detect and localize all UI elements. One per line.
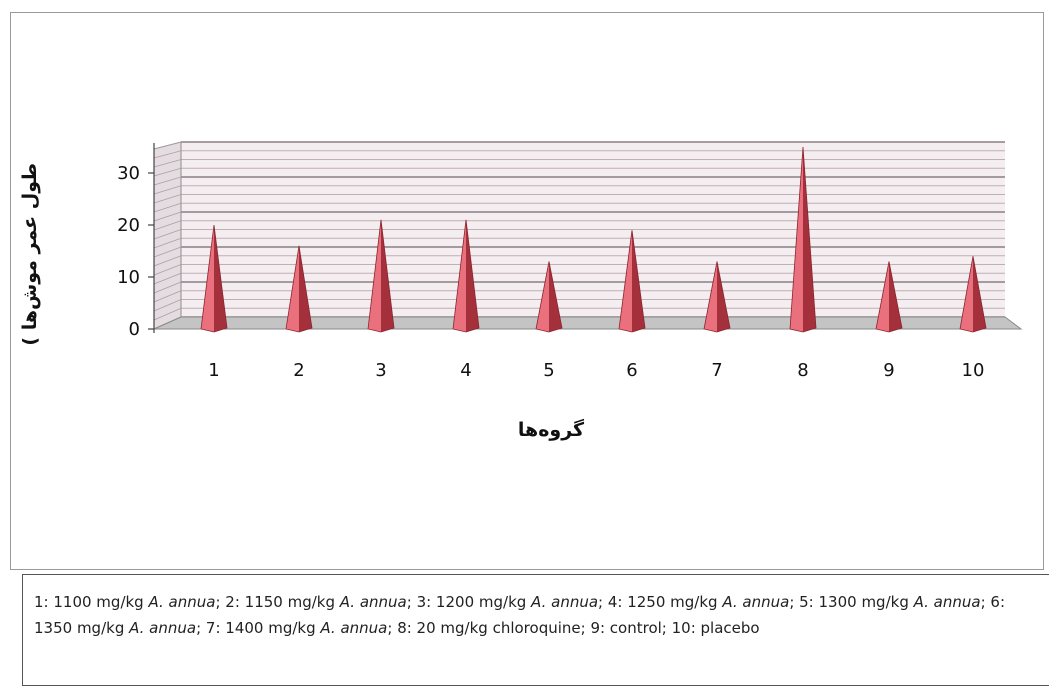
side-gridline <box>153 290 182 303</box>
cone-outline <box>200 224 228 333</box>
side-gridline <box>153 237 182 249</box>
cone-outline <box>452 219 480 333</box>
caption-text: ; 7: 1400 mg/kg <box>196 619 321 637</box>
side-gridline <box>153 194 182 204</box>
side-gridline <box>153 150 182 159</box>
caption-text: ; 2: 1150 mg/kg <box>215 593 340 611</box>
side-gridline <box>153 167 182 177</box>
caption-text: ; 6: 1350 mg/kg <box>34 593 1006 637</box>
y-tick-label: 10 <box>117 267 140 288</box>
x-tick-label: 1 <box>208 360 219 381</box>
cone-outline <box>285 245 313 333</box>
side-gridline <box>153 299 182 312</box>
x-axis-label: گروه‌ها <box>517 419 585 441</box>
side-gridline <box>153 141 182 150</box>
side-gridline <box>153 307 182 321</box>
caption-species: A. annua <box>913 593 981 611</box>
cone-bar <box>535 261 563 333</box>
side-gridline <box>153 229 182 240</box>
cone-outline <box>789 146 817 333</box>
figure-caption: 1: 1100 mg/kg A. annua; 2: 1150 mg/kg A.… <box>22 574 1049 686</box>
y-tick-label: 30 <box>117 163 140 184</box>
cone-bar <box>789 146 817 333</box>
cone-outline <box>959 256 987 333</box>
x-tick-label: 5 <box>543 360 554 381</box>
x-tick-label: 4 <box>460 360 471 381</box>
side-gridline <box>153 211 182 222</box>
side-gridline <box>153 272 182 285</box>
caption-species: A. annua <box>531 593 599 611</box>
side-gridline <box>153 264 182 276</box>
cone-outline <box>703 261 731 333</box>
side-gridline <box>153 185 182 195</box>
cone-bar <box>959 256 987 333</box>
y-axis-label: طول عمر موش‌ها ) <box>19 163 41 346</box>
side-gridline <box>153 176 182 186</box>
chart-plot: 0 10 20 30 1 2 3 4 5 6 7 8 9 10 <box>117 141 1023 381</box>
cone-bar <box>367 219 395 333</box>
side-gridline <box>153 281 182 294</box>
cone-bar <box>703 261 731 333</box>
side-gridline <box>153 220 182 231</box>
y-tick-label: 20 <box>117 215 140 236</box>
caption-text: ; 8: 20 mg/kg chloroquine; 9: control; 1… <box>387 619 760 637</box>
caption-species: A. annua <box>722 593 790 611</box>
side-gridline <box>153 255 182 267</box>
cone-bar <box>875 261 903 333</box>
x-tick-label: 2 <box>293 360 304 381</box>
x-tick-label: 10 <box>962 360 985 381</box>
x-tick-label: 8 <box>797 360 808 381</box>
caption-species: A. annua <box>148 593 216 611</box>
cone-bar <box>200 224 228 333</box>
chart-frame: 0 10 20 30 1 2 3 4 5 6 7 8 9 10 طول عمر موش‌ها ) گروه… <box>10 12 1044 570</box>
cone-bar <box>285 245 313 333</box>
cone-outline <box>535 261 563 333</box>
side-gridline <box>153 246 182 258</box>
side-gridline <box>153 159 182 168</box>
caption-text: ; 4: 1250 mg/kg <box>598 593 723 611</box>
caption-text: ; 5: 1300 mg/kg <box>789 593 914 611</box>
caption-species: A. annua <box>320 619 388 637</box>
caption-text: 1: 1100 mg/kg <box>34 593 149 611</box>
x-tick-label: 3 <box>375 360 386 381</box>
cone-outline <box>875 261 903 333</box>
caption-text: ; 3: 1200 mg/kg <box>406 593 532 611</box>
cone-bar <box>618 230 646 333</box>
x-tick-label: 9 <box>883 360 894 381</box>
caption-species: A. annua <box>339 593 407 611</box>
side-gridline <box>153 202 182 213</box>
cone-outline <box>618 230 646 333</box>
cone-bar <box>452 219 480 333</box>
x-tick-label: 7 <box>711 360 722 381</box>
caption-species: A. annua <box>129 619 197 637</box>
y-tick-label: 0 <box>129 319 140 340</box>
x-tick-label: 6 <box>626 360 637 381</box>
cone-outline <box>367 219 395 333</box>
